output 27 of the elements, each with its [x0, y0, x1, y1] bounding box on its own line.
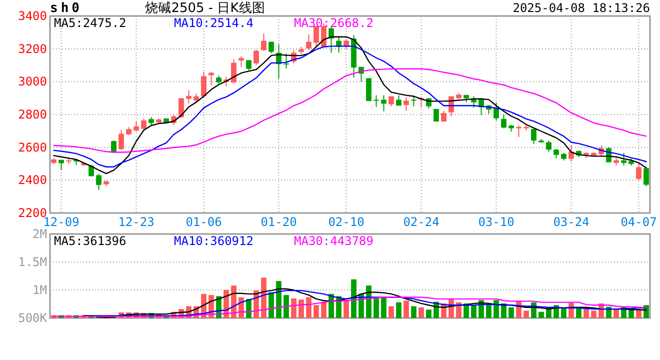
y-tick-label: 500K	[18, 311, 48, 325]
y-tick-label: 3200	[18, 42, 47, 56]
y-tick-label: 1M	[32, 283, 47, 297]
x-tick-label: 04-07	[620, 215, 657, 229]
chart-title: 烧碱2505 - 日K线图	[145, 1, 265, 16]
y-tick-label: 2M	[32, 227, 47, 241]
y-tick-label: 2800	[18, 108, 47, 122]
x-tick-label: 01-20	[260, 215, 297, 229]
x-tick-label: 01-06	[186, 215, 222, 229]
x-tick-label: 02-24	[403, 215, 440, 229]
y-tick-label: 1.5M	[18, 255, 47, 269]
y-tick-label: 3000	[18, 74, 47, 89]
text: sh0	[50, 1, 82, 16]
text: MA30:2668.2	[294, 16, 374, 30]
x-tick-label: 02-10	[328, 215, 364, 229]
x-tick-label: 03-24	[553, 215, 590, 229]
y-tick-label: 3400	[18, 9, 47, 23]
text: MA5:361396	[54, 234, 126, 248]
text: MA10:360912	[174, 234, 254, 248]
text: MA5:2475.2	[54, 16, 126, 30]
x-tick-label: 03-10	[478, 215, 514, 229]
text: 2025-04-08 18:13:26	[512, 1, 650, 15]
text: MA10:2514.4	[174, 16, 254, 30]
x-tick-label: 12-23	[118, 215, 154, 229]
text: MA30:443789	[294, 234, 374, 248]
y-tick-label: 2400	[18, 173, 47, 188]
y-tick-label: 2600	[18, 140, 47, 154]
